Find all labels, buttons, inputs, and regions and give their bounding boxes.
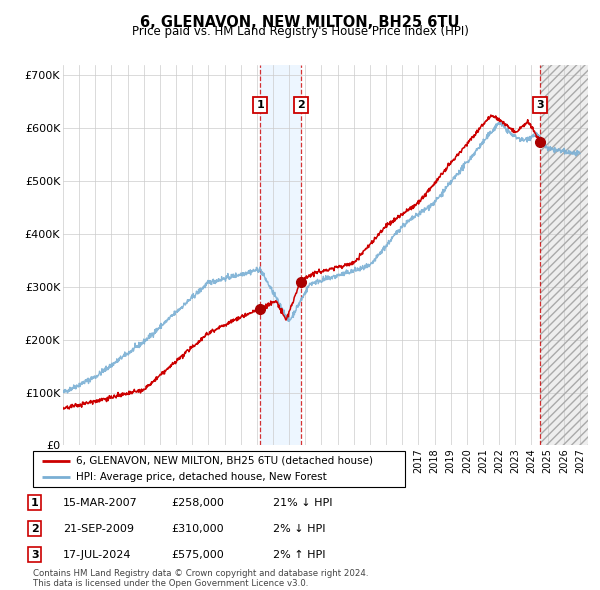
Text: 21% ↓ HPI: 21% ↓ HPI [273,498,332,507]
Bar [260,65,301,445]
Text: £575,000: £575,000 [171,550,224,559]
Text: 6, GLENAVON, NEW MILTON, BH25 6TU: 6, GLENAVON, NEW MILTON, BH25 6TU [140,15,460,30]
Text: HPI: Average price, detached house, New Forest: HPI: Average price, detached house, New … [76,472,326,482]
Text: 2: 2 [297,100,305,110]
Text: 3: 3 [31,550,38,559]
Text: Price paid vs. HM Land Registry's House Price Index (HPI): Price paid vs. HM Land Registry's House … [131,25,469,38]
FancyBboxPatch shape [33,451,405,487]
Text: £310,000: £310,000 [171,524,224,533]
Text: 21-SEP-2009: 21-SEP-2009 [63,524,134,533]
Bar [540,65,588,445]
Text: 1: 1 [256,100,264,110]
Text: 2: 2 [31,524,38,533]
Text: £258,000: £258,000 [171,498,224,507]
Text: 6, GLENAVON, NEW MILTON, BH25 6TU (detached house): 6, GLENAVON, NEW MILTON, BH25 6TU (detac… [76,456,373,466]
Text: 15-MAR-2007: 15-MAR-2007 [63,498,138,507]
Text: 2% ↑ HPI: 2% ↑ HPI [273,550,325,559]
Text: 1: 1 [31,498,38,507]
Text: 3: 3 [536,100,544,110]
Text: 17-JUL-2024: 17-JUL-2024 [63,550,131,559]
Text: 2% ↓ HPI: 2% ↓ HPI [273,524,325,533]
Text: Contains HM Land Registry data © Crown copyright and database right 2024.
This d: Contains HM Land Registry data © Crown c… [33,569,368,588]
Bar [540,65,588,445]
